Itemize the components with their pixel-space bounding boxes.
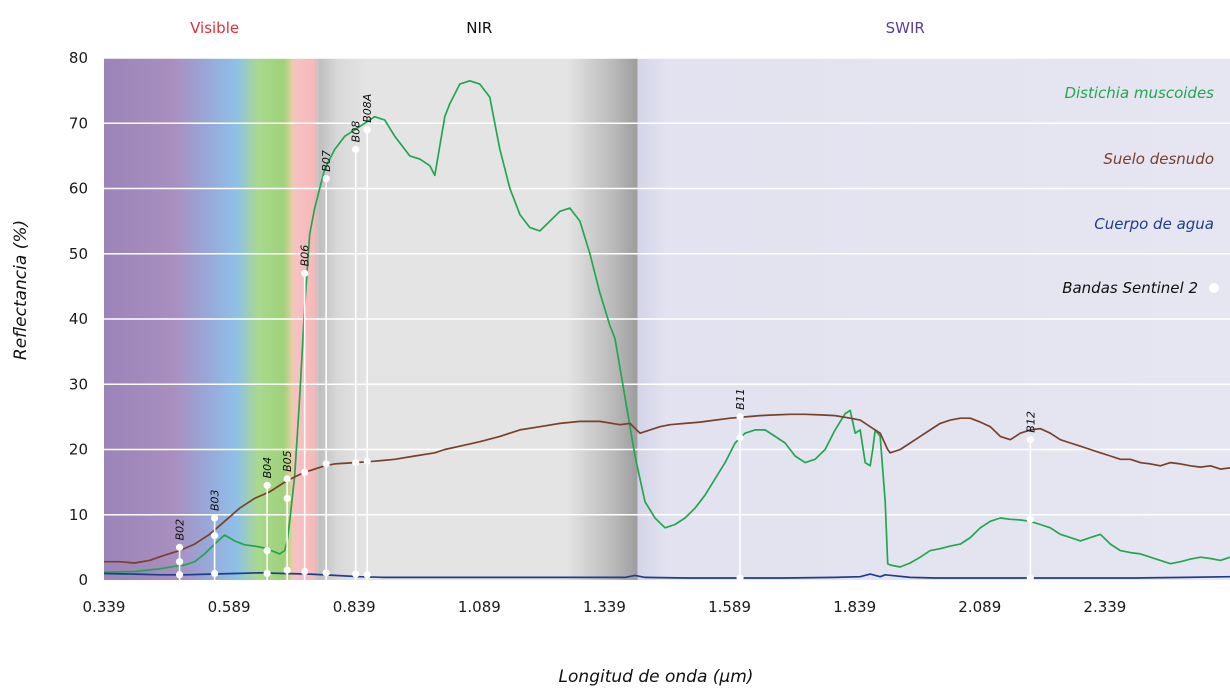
band-point-b03 — [210, 532, 219, 540]
band-point-b08 — [352, 458, 360, 467]
series-line-cuerpo-de-agua — [103, 571, 1230, 579]
x-tick-label: 1.589 — [708, 598, 751, 616]
y-tick-label: 20 — [69, 441, 88, 459]
band-point-b11 — [736, 434, 744, 442]
band-point-b07 — [322, 460, 330, 468]
band-label-b08: B08 — [350, 121, 363, 143]
series-line-distichia-muscoides — [103, 79, 1230, 574]
band-point-b03 — [210, 514, 219, 522]
series-lines — [103, 79, 1230, 579]
legend-entry: Cuerpo de agua — [1094, 215, 1214, 233]
band-label-b06: B06 — [299, 245, 312, 267]
band-point-b06 — [301, 567, 309, 576]
band-point-b04 — [263, 481, 271, 489]
band-point-b07 — [322, 569, 330, 577]
y-tick-label: 60 — [69, 180, 88, 198]
x-tick-label: 0.339 — [83, 598, 126, 616]
region-labels: Visible NIR SWIR — [190, 19, 925, 37]
y-axis-title: Reflectancia (%) — [11, 220, 31, 360]
band-label-b04: B04 — [261, 457, 274, 479]
x-tick-label: 1.339 — [583, 598, 626, 616]
x-tick-label: 1.089 — [458, 598, 501, 616]
band-point-b02 — [175, 543, 184, 551]
y-tick-label: 50 — [69, 245, 88, 263]
legend: Distichia muscoides Suelo desnudo Cuerpo d… — [1062, 84, 1219, 297]
band-point-b07 — [322, 175, 330, 183]
band-label-b02: B02 — [174, 519, 187, 541]
band-point-b12 — [1026, 515, 1034, 523]
legend-entry: Distichia muscoides — [1064, 84, 1214, 102]
region-label-visible: Visible — [190, 19, 239, 37]
region-label-swir: SWIR — [886, 19, 925, 37]
band-point-b08a — [363, 457, 371, 465]
x-tick-label: 2.339 — [1083, 598, 1126, 616]
y-tick-label: 10 — [69, 506, 88, 524]
x-axis-title: Longitud de onda (µm) — [559, 667, 754, 687]
grid-lines — [104, 57, 1230, 516]
region-label-nir: NIR — [466, 19, 492, 37]
y-tick-label: 70 — [69, 114, 88, 132]
legend-entry: Bandas Sentinel 2 — [1062, 279, 1198, 297]
band-label-b08a: B08A — [361, 94, 374, 123]
band-point-b02 — [175, 558, 184, 566]
band-point-b05 — [283, 494, 291, 503]
x-tick-label: 2.089 — [958, 598, 1001, 616]
band-point-b11 — [736, 574, 744, 582]
band-point-b11 — [736, 413, 744, 421]
band-point-b08a — [363, 126, 371, 134]
legend-entry: Suelo desnudo — [1103, 150, 1214, 168]
band-point-b02 — [175, 571, 184, 579]
band-label-b11: B11 — [734, 388, 747, 410]
band-point-b12 — [1026, 436, 1034, 444]
series-line-suelo-desnudo — [104, 413, 1230, 564]
band-point-b03 — [210, 569, 219, 578]
y-tick-label: 80 — [69, 49, 88, 67]
x-tick-label: 1.839 — [833, 598, 876, 616]
band-point-b08 — [352, 570, 360, 578]
band-label-b12: B12 — [1024, 411, 1037, 433]
band-point-b08a — [363, 571, 371, 579]
band-label-b07: B07 — [320, 150, 333, 172]
band-point-b06 — [301, 468, 309, 476]
band-point-b04 — [263, 569, 271, 578]
legend-band-marker — [1209, 283, 1219, 293]
x-tick-label: 0.839 — [333, 598, 376, 616]
band-point-b04 — [263, 547, 271, 555]
y-tick-label: 0 — [78, 571, 88, 589]
x-tick-label: 0.589 — [208, 598, 251, 616]
band-point-b06 — [301, 269, 309, 277]
band-label-b03: B03 — [209, 489, 222, 511]
band-point-b05 — [283, 475, 291, 483]
band-point-b05 — [283, 566, 291, 574]
y-tick-label: 30 — [69, 375, 88, 393]
y-tick-label: 40 — [69, 310, 88, 328]
band-point-b12 — [1026, 574, 1034, 582]
axes: 0 10 20 30 40 50 60 70 80 0.339 0.589 0.839 1.089 1.3… — [11, 49, 1126, 687]
band-point-b08 — [352, 145, 360, 153]
band-label-b05: B05 — [281, 450, 294, 472]
